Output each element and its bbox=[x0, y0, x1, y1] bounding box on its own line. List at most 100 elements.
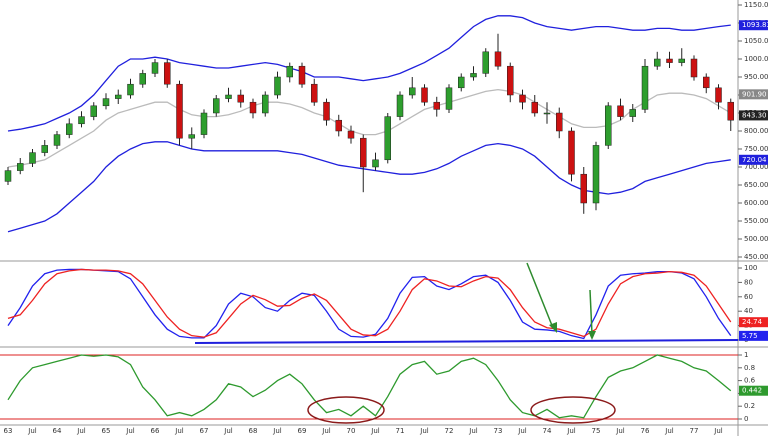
candle-body bbox=[41, 145, 48, 153]
line-series bbox=[7, 354, 732, 419]
line-series bbox=[7, 15, 731, 132]
y-tick-label: 0 bbox=[744, 415, 748, 423]
value-badge bbox=[739, 317, 768, 328]
value-badge bbox=[739, 154, 768, 165]
value-badge-label: 0.442 bbox=[742, 387, 762, 395]
x-tick-label: 67 bbox=[200, 427, 209, 435]
candle-body bbox=[556, 112, 563, 132]
candle-body bbox=[507, 65, 514, 96]
arrow bbox=[526, 262, 554, 329]
candle-body bbox=[568, 130, 575, 175]
candle-body bbox=[605, 105, 612, 146]
value-badge bbox=[739, 89, 768, 100]
y-tick-label: 0.8 bbox=[744, 364, 755, 372]
value-badge-label: 5.75 bbox=[742, 332, 758, 340]
y-tick-label: 750.00 bbox=[744, 145, 768, 153]
x-tick-label: 69 bbox=[298, 427, 307, 435]
candle-body bbox=[249, 101, 257, 114]
candle-body bbox=[715, 87, 722, 103]
y-tick-label: 0.2 bbox=[744, 402, 755, 410]
candle-body bbox=[421, 87, 428, 103]
line-series bbox=[7, 88, 732, 168]
candle-body bbox=[360, 137, 367, 168]
x-tick-label: Jul bbox=[370, 427, 380, 435]
x-tick-label: Jul bbox=[223, 427, 233, 435]
candle-body bbox=[592, 145, 600, 204]
y-tick-label: 1050.00 bbox=[744, 37, 768, 45]
y-tick-label: 600.00 bbox=[744, 199, 768, 207]
value-badge bbox=[739, 110, 768, 121]
candle-body bbox=[580, 173, 587, 204]
y-tick-label: 0.6 bbox=[744, 377, 756, 385]
candle-body bbox=[347, 130, 355, 139]
x-tick-label: Jul bbox=[615, 427, 625, 435]
trendline bbox=[194, 339, 739, 344]
y-tick-label: 1150.00 bbox=[744, 1, 768, 9]
candle-body bbox=[286, 65, 293, 78]
candle-body bbox=[678, 58, 685, 63]
candle-body bbox=[262, 94, 269, 114]
candle-body bbox=[200, 112, 208, 135]
value-badge bbox=[739, 385, 768, 396]
candle-body bbox=[531, 101, 538, 114]
x-tick-label: 71 bbox=[396, 427, 405, 435]
annotations bbox=[194, 262, 739, 424]
highlight-ellipse bbox=[307, 396, 385, 424]
x-tick-label: 74 bbox=[543, 427, 552, 435]
y-tick-label: 650.00 bbox=[744, 181, 768, 189]
highlight-ellipse bbox=[530, 396, 616, 424]
value-badge-label: 1093.83 bbox=[742, 21, 768, 29]
line-series bbox=[7, 268, 732, 338]
candle-body bbox=[433, 101, 440, 110]
line-series bbox=[7, 268, 732, 340]
candle-body bbox=[629, 109, 636, 117]
x-tick-label: 75 bbox=[592, 427, 601, 435]
y-tick-label: 100 bbox=[744, 264, 757, 272]
candle-body bbox=[727, 101, 734, 121]
x-tick-label: 72 bbox=[445, 427, 454, 435]
candle-body bbox=[213, 98, 220, 114]
y-tick-label: 80 bbox=[744, 278, 753, 286]
candle-body bbox=[335, 119, 342, 132]
x-tick-label: 73 bbox=[494, 427, 503, 435]
candle-body bbox=[543, 112, 551, 115]
candle-body bbox=[470, 73, 477, 78]
x-tick-label: Jul bbox=[76, 427, 86, 435]
x-tick-label: 63 bbox=[4, 427, 13, 435]
y-tick-label: 550.00 bbox=[744, 217, 768, 225]
candle-body bbox=[409, 87, 416, 96]
candle-body bbox=[4, 170, 12, 182]
x-tick-label: Jul bbox=[321, 427, 331, 435]
y-tick-label: 40 bbox=[744, 307, 753, 315]
candle-body bbox=[237, 94, 244, 103]
value-badge-label: 901.90 bbox=[742, 90, 767, 98]
candle-body bbox=[494, 51, 502, 67]
candle-body bbox=[298, 65, 306, 85]
candle-body bbox=[372, 159, 379, 168]
candle-body bbox=[225, 94, 232, 99]
y-tick-label: 500.00 bbox=[744, 235, 768, 243]
candle-body bbox=[384, 116, 391, 161]
y-tick-label: 450.00 bbox=[744, 253, 768, 261]
x-tick-label: Jul bbox=[566, 427, 576, 435]
y-tick-label: 800.00 bbox=[744, 127, 768, 135]
x-tick-label: Jul bbox=[125, 427, 135, 435]
arrow bbox=[589, 289, 593, 335]
x-tick-label: Jul bbox=[419, 427, 429, 435]
candle-body bbox=[102, 98, 110, 107]
x-tick-label: 70 bbox=[347, 427, 356, 435]
candle-body bbox=[139, 73, 146, 85]
x-tick-label: 64 bbox=[53, 427, 62, 435]
candle-body bbox=[311, 83, 318, 103]
candle-body bbox=[66, 123, 73, 135]
candle-body bbox=[482, 51, 489, 74]
x-tick-label: 68 bbox=[249, 427, 258, 435]
x-tick-label: 76 bbox=[641, 427, 650, 435]
candle-body bbox=[323, 101, 330, 121]
candle-body bbox=[458, 76, 465, 89]
y-tick-label: 60 bbox=[744, 293, 753, 301]
candle-body bbox=[274, 76, 281, 96]
y-tick-label: 700.00 bbox=[744, 163, 768, 171]
candle-body bbox=[29, 152, 36, 164]
